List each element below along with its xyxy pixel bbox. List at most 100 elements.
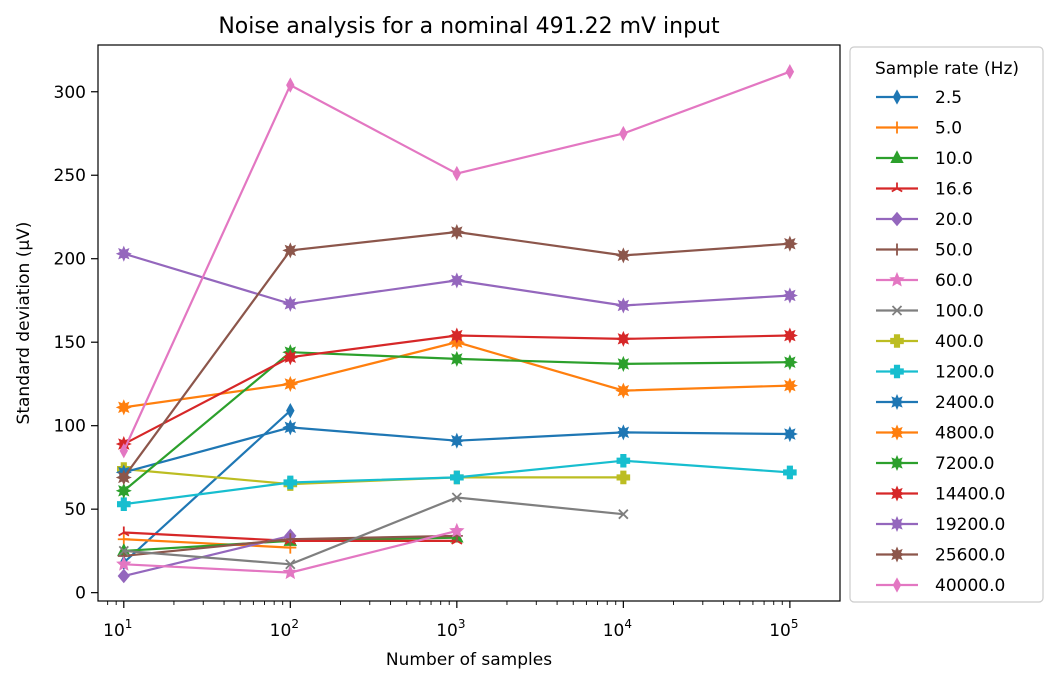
legend-entry: 40000.0 xyxy=(876,576,1005,596)
data-point xyxy=(286,77,295,93)
legend-entry: 7200.0 xyxy=(876,454,994,474)
y-axis: 0 50 100 150 200 250 300 xyxy=(54,83,98,604)
data-point xyxy=(781,377,798,394)
legend-label: 7200.0 xyxy=(935,454,994,474)
data-point xyxy=(282,295,299,312)
data-point xyxy=(115,482,132,499)
legend-marker xyxy=(890,364,904,379)
legend-items: 2.5 5.0 10.0 16.6 20.0 50.0 60.0 100.0 400.0 1200… xyxy=(876,88,1005,596)
data-point xyxy=(285,559,296,570)
legend-marker xyxy=(888,515,906,533)
legend-marker xyxy=(890,150,904,163)
data-point xyxy=(619,125,628,142)
x-tick-label: 104 xyxy=(603,617,632,641)
x-axis-label: Number of samples xyxy=(386,650,552,670)
data-point xyxy=(616,453,631,468)
data-point xyxy=(284,533,297,546)
data-point xyxy=(781,235,798,252)
series-60-0 xyxy=(116,522,465,580)
legend-marker xyxy=(891,305,903,316)
series-19200-0 xyxy=(115,245,798,314)
legend-label: 50.0 xyxy=(935,241,973,261)
legend-marker xyxy=(888,393,906,411)
data-point xyxy=(448,223,465,241)
legend-title: Sample rate (Hz) xyxy=(875,59,1019,79)
data-point xyxy=(451,492,462,503)
x-tick-label: 102 xyxy=(270,617,299,641)
legend-entry: 10.0 xyxy=(876,149,973,169)
series-1200-0 xyxy=(116,453,797,511)
legend-entry: 2.5 xyxy=(876,88,962,108)
data-point xyxy=(116,497,131,511)
legend-entry: 1200.0 xyxy=(876,363,994,383)
x-tick-label: 103 xyxy=(436,617,465,641)
legend-label: 40000.0 xyxy=(935,576,1005,596)
data-point xyxy=(448,327,465,344)
series-line-100-0 xyxy=(123,496,624,566)
series-100-0 xyxy=(118,492,629,570)
data-point xyxy=(615,297,632,314)
legend-label: 5.0 xyxy=(935,119,962,139)
legend-label: 2400.0 xyxy=(935,393,994,413)
legend-label: 10.0 xyxy=(935,149,973,169)
data-point xyxy=(781,354,798,371)
y-tick-label: 300 xyxy=(54,83,86,103)
data-point xyxy=(115,245,132,262)
y-tick-label: 0 xyxy=(75,584,86,604)
data-point xyxy=(282,242,299,259)
data-point xyxy=(118,545,129,557)
legend-label: 2.5 xyxy=(935,88,962,108)
series-line-5-0 xyxy=(123,538,291,549)
legend-label: 14400.0 xyxy=(935,485,1005,505)
data-point xyxy=(783,465,797,480)
legend-label: 400.0 xyxy=(935,332,984,352)
legend-entry: 5.0 xyxy=(876,119,962,139)
data-point xyxy=(283,475,298,490)
data-point xyxy=(615,382,632,399)
data-point xyxy=(118,526,130,537)
legend-label: 1200.0 xyxy=(935,363,994,383)
data-point xyxy=(781,425,798,443)
plot-area xyxy=(115,64,798,584)
legend-entry: 4800.0 xyxy=(876,424,994,444)
legend-marker xyxy=(890,211,904,227)
legend-label: 100.0 xyxy=(935,302,984,322)
data-point xyxy=(282,564,299,580)
data-point xyxy=(616,470,631,485)
chart-title: Noise analysis for a nominal 491.22 mV i… xyxy=(218,14,720,39)
data-point xyxy=(781,327,798,344)
data-point xyxy=(615,330,632,347)
series-2400-0 xyxy=(115,419,798,481)
x-axis: 101 102 103 104 105 xyxy=(103,601,799,641)
data-point xyxy=(448,272,465,289)
data-point xyxy=(618,509,629,520)
series-line-400-0 xyxy=(123,468,624,486)
legend-marker xyxy=(888,546,906,563)
data-point xyxy=(615,355,632,372)
legend-marker xyxy=(890,334,904,348)
legend-entry: 16.6 xyxy=(876,180,973,200)
x-tick-label: 101 xyxy=(103,617,132,641)
legend-marker xyxy=(888,424,906,441)
legend-label: 4800.0 xyxy=(935,424,994,444)
legend-entry: 19200.0 xyxy=(876,515,1005,535)
data-point xyxy=(282,349,299,366)
data-point xyxy=(115,469,132,486)
data-point xyxy=(116,556,132,571)
legend-marker xyxy=(892,89,902,105)
y-tick-label: 150 xyxy=(54,333,86,353)
data-point xyxy=(282,419,299,436)
y-tick-label: 100 xyxy=(54,417,86,437)
legend-entry: 20.0 xyxy=(876,210,973,230)
series-25600-0 xyxy=(115,223,798,486)
data-point xyxy=(452,165,462,182)
data-point xyxy=(449,522,465,538)
x-tick-label: 105 xyxy=(769,617,798,641)
legend: Sample rate (Hz) 2.5 5.0 10.0 16.6 20.0 50.0 6… xyxy=(849,46,1044,603)
legend-entry: 25600.0 xyxy=(876,546,1005,566)
legend-label: 19200.0 xyxy=(935,515,1005,535)
y-axis-label: Standard deviation (µV) xyxy=(14,222,34,425)
data-point xyxy=(282,375,299,392)
legend-entry: 14400.0 xyxy=(876,485,1005,505)
